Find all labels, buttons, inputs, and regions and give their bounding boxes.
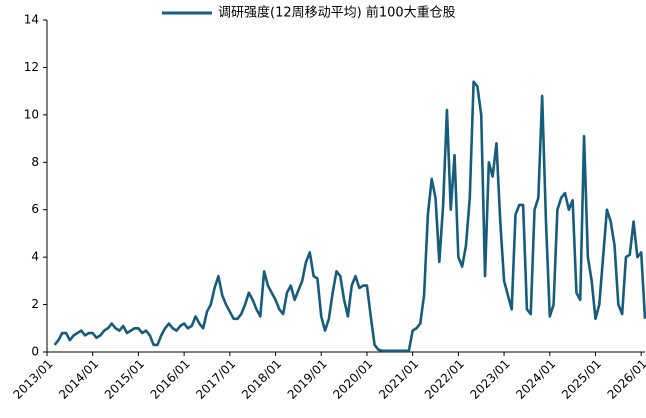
x-tick-label: 2021/01 <box>376 357 421 402</box>
legend-label: 调研强度(12周移动平均) 前100大重仓股 <box>218 5 456 21</box>
x-tick-label: 2013/01 <box>10 357 55 402</box>
x-tick-label: 2014/01 <box>56 357 101 402</box>
y-tick-label: 14 <box>24 13 39 27</box>
x-tick-label: 2015/01 <box>102 357 147 402</box>
line-series <box>53 80 646 353</box>
y-tick-label: 2 <box>31 297 39 311</box>
x-tick-label: 2025/01 <box>559 357 604 402</box>
x-tick-label: 2019/01 <box>285 357 330 402</box>
x-tick-label: 2024/01 <box>513 357 558 402</box>
y-tick-label: 8 <box>31 155 39 169</box>
x-tick-label: 2020/01 <box>330 357 375 402</box>
y-tick-label: 0 <box>31 345 39 359</box>
y-tick-label: 6 <box>31 202 39 216</box>
x-tick-label: 2022/01 <box>422 357 467 402</box>
y-tick-label: 4 <box>31 250 39 264</box>
x-tick-label: 2016/01 <box>148 357 193 402</box>
x-tick-label: 2018/01 <box>239 357 284 402</box>
x-tick-label: 2026/01 <box>605 357 646 402</box>
x-tick-label: 2017/01 <box>193 357 238 402</box>
y-tick-label: 10 <box>24 107 39 121</box>
y-tick-label: 12 <box>24 60 39 74</box>
x-tick-label: 2023/01 <box>468 357 513 402</box>
